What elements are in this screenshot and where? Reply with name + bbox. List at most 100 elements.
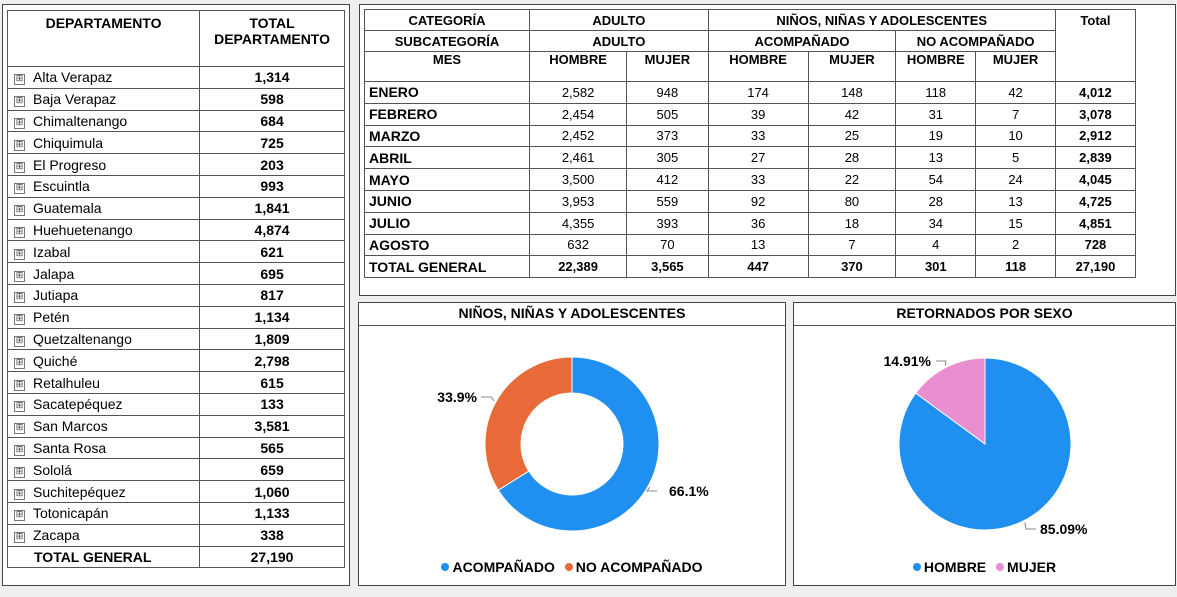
table-row[interactable]: ⊞ Baja Verapaz 598 bbox=[6, 87, 345, 111]
value-cell: 22,389 bbox=[529, 255, 628, 279]
value-cell: 5 bbox=[975, 146, 1056, 170]
expand-icon[interactable]: ⊞ bbox=[14, 488, 25, 500]
col-header-departamento[interactable]: DEPARTAMENTO bbox=[6, 10, 201, 67]
table-row[interactable]: ⊞ Totonicapán 1,133 bbox=[6, 501, 345, 525]
expand-icon[interactable]: ⊞ bbox=[14, 401, 25, 413]
legend-item-hombre[interactable]: HOMBRE bbox=[912, 559, 987, 575]
table-row[interactable]: ⊞ San Marcos 3,581 bbox=[6, 414, 345, 438]
value-cell: 4,355 bbox=[529, 211, 628, 235]
table-row[interactable]: MAYO 3,500 412 33 22 54 24 4,045 bbox=[363, 168, 1137, 191]
value-cell: 505 bbox=[626, 102, 709, 126]
value-cell: 4 bbox=[895, 233, 977, 257]
header-total[interactable]: Total bbox=[1054, 9, 1137, 82]
value-cell: 3,565 bbox=[626, 255, 709, 279]
slice-acompañado[interactable] bbox=[497, 356, 660, 532]
table-row[interactable]: ENERO 2,582 948 174 148 118 42 4,012 bbox=[363, 81, 1137, 104]
department-total: 1,134 bbox=[199, 305, 345, 329]
expand-icon[interactable]: ⊞ bbox=[14, 423, 25, 435]
expand-icon[interactable]: ⊞ bbox=[14, 292, 25, 304]
department-total: 659 bbox=[199, 458, 345, 482]
department-name-cell: ⊞ Petén bbox=[6, 305, 201, 329]
expand-icon[interactable]: ⊞ bbox=[14, 117, 25, 129]
legend-label: ACOMPAÑADO bbox=[452, 559, 555, 575]
table-row[interactable]: ⊞ Izabal 621 bbox=[6, 240, 345, 264]
value-cell: 42 bbox=[807, 102, 897, 126]
table-row[interactable]: ⊞ Alta Verapaz 1,314 bbox=[6, 66, 345, 89]
value-cell: 948 bbox=[626, 81, 709, 104]
slice-mujer[interactable] bbox=[915, 357, 986, 445]
expand-icon[interactable]: ⊞ bbox=[14, 532, 25, 544]
legend-label: HOMBRE bbox=[923, 559, 987, 575]
value-cell: 92 bbox=[707, 189, 809, 213]
expand-icon[interactable]: ⊞ bbox=[14, 183, 25, 195]
value-cell: 559 bbox=[626, 189, 709, 213]
legend-item-no-acompanado[interactable]: NO ACOMPAÑADO bbox=[564, 559, 703, 575]
expand-icon[interactable]: ⊞ bbox=[14, 510, 25, 522]
expand-icon[interactable]: ⊞ bbox=[14, 357, 25, 369]
header-mujer-adulto[interactable]: MUJER bbox=[626, 51, 709, 82]
table-row[interactable]: ⊞ Quiché 2,798 bbox=[6, 349, 345, 373]
table-row[interactable]: ⊞ El Progreso 203 bbox=[6, 153, 345, 176]
expand-icon[interactable]: ⊞ bbox=[14, 205, 25, 217]
table-row[interactable]: ⊞ Chiquimula 725 bbox=[6, 131, 345, 155]
table-row[interactable]: ⊞ Escuintla 993 bbox=[6, 174, 345, 198]
header-mes[interactable]: MES bbox=[363, 51, 531, 82]
expand-icon[interactable]: ⊞ bbox=[14, 226, 25, 238]
expand-icon[interactable]: ⊞ bbox=[14, 444, 25, 456]
table-row[interactable]: JULIO 4,355 393 36 18 34 15 4,851 bbox=[363, 211, 1137, 235]
expand-icon[interactable]: ⊞ bbox=[14, 248, 25, 260]
expand-icon[interactable]: ⊞ bbox=[14, 314, 25, 326]
department-total: 203 bbox=[199, 153, 345, 176]
table-row[interactable]: ⊞ Chimaltenango 684 bbox=[6, 109, 345, 133]
col-header-total-departamento[interactable]: TOTAL DEPARTAMENTO bbox=[199, 10, 345, 67]
slice-no-acompañado[interactable] bbox=[484, 356, 573, 491]
header-mujer-acompanado[interactable]: MUJER bbox=[807, 51, 897, 82]
value-cell: 301 bbox=[895, 255, 977, 279]
table-row[interactable]: ⊞ Retalhuleu 615 bbox=[6, 371, 345, 394]
legend-item-mujer[interactable]: MUJER bbox=[996, 559, 1056, 575]
header-hombre-acompanado[interactable]: HOMBRE bbox=[707, 51, 809, 82]
header-hombre-no-acompanado[interactable]: HOMBRE bbox=[895, 51, 977, 82]
table-row[interactable]: ⊞ Sacatepéquez 133 bbox=[6, 392, 345, 416]
table-row[interactable]: FEBRERO 2,454 505 39 42 31 7 3,078 bbox=[363, 102, 1137, 126]
department-total: 1,809 bbox=[199, 327, 345, 351]
header-nna: NIÑOS, NIÑAS Y ADOLESCENTES bbox=[707, 9, 1056, 31]
value-cell: 2,454 bbox=[529, 102, 628, 126]
table-row[interactable]: ⊞ Sololá 659 bbox=[6, 458, 345, 482]
table-row[interactable]: JUNIO 3,953 559 92 80 28 13 4,725 bbox=[363, 189, 1137, 213]
table-row[interactable]: ⊞ Huehuetenango 4,874 bbox=[6, 218, 345, 242]
header-hombre-adulto[interactable]: HOMBRE bbox=[529, 51, 628, 82]
table-row[interactable]: ⊞ Petén 1,134 bbox=[6, 305, 345, 329]
table-row[interactable]: ⊞ Santa Rosa 565 bbox=[6, 436, 345, 460]
expand-icon[interactable]: ⊞ bbox=[14, 74, 25, 86]
table-row[interactable]: ⊞ Quetzaltenango 1,809 bbox=[6, 327, 345, 351]
department-name-cell: ⊞ Escuintla bbox=[6, 174, 201, 198]
table-row[interactable]: ⊞ Suchitepéquez 1,060 bbox=[6, 480, 345, 503]
monthly-table: CATEGORÍA ADULTO NIÑOS, NIÑAS Y ADOLESCE… bbox=[363, 9, 1137, 279]
header-mujer-no-acompanado[interactable]: MUJER bbox=[975, 51, 1056, 82]
expand-icon[interactable]: ⊞ bbox=[14, 270, 25, 282]
table-row[interactable]: ABRIL 2,461 305 27 28 13 5 2,839 bbox=[363, 146, 1137, 170]
table-row[interactable]: ⊞ Jutiapa 817 bbox=[6, 283, 345, 307]
table-row[interactable]: ⊞ Zacapa 338 bbox=[6, 523, 345, 547]
department-total: 565 bbox=[199, 436, 345, 460]
department-panel: DEPARTAMENTO TOTAL DEPARTAMENTO ⊞ Alta Ve… bbox=[2, 4, 350, 586]
table-row[interactable]: ⊞ Jalapa 695 bbox=[6, 262, 345, 285]
value-cell: 80 bbox=[807, 189, 897, 213]
leader-line bbox=[646, 486, 657, 492]
department-name: Retalhuleu bbox=[33, 374, 100, 391]
expand-icon[interactable]: ⊞ bbox=[14, 139, 25, 151]
header-adulto: ADULTO bbox=[529, 9, 709, 31]
expand-icon[interactable]: ⊞ bbox=[14, 335, 25, 347]
expand-icon[interactable]: ⊞ bbox=[14, 96, 25, 108]
expand-icon[interactable]: ⊞ bbox=[14, 466, 25, 478]
department-name-cell: ⊞ San Marcos bbox=[6, 414, 201, 438]
expand-icon[interactable]: ⊞ bbox=[14, 161, 25, 173]
table-row[interactable]: ⊞ Guatemala 1,841 bbox=[6, 196, 345, 220]
value-cell: 33 bbox=[707, 168, 809, 191]
table-row[interactable]: MARZO 2,452 373 33 25 19 10 2,912 bbox=[363, 124, 1137, 148]
department-name: Huehuetenango bbox=[33, 221, 133, 238]
legend-item-acompanado[interactable]: ACOMPAÑADO bbox=[441, 559, 555, 575]
expand-icon[interactable]: ⊞ bbox=[14, 379, 25, 391]
table-row[interactable]: AGOSTO 632 70 13 7 4 2 728 bbox=[363, 233, 1137, 257]
